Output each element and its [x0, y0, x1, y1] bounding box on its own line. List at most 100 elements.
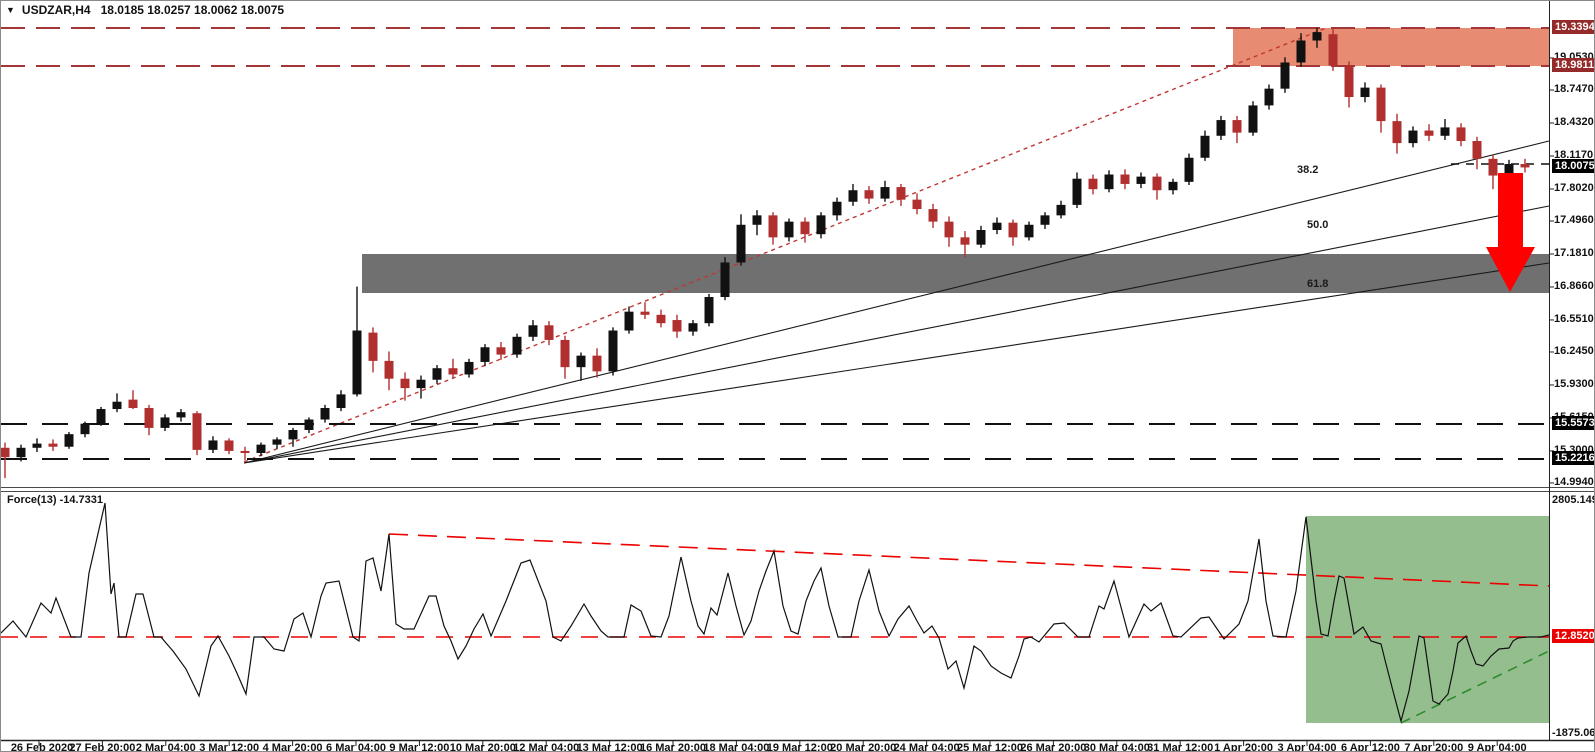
candle-body	[64, 434, 74, 447]
fib-fan-line-50[interactable]	[243, 205, 1550, 464]
candle-body	[1328, 34, 1338, 66]
candle-body	[288, 429, 298, 440]
candle-body	[656, 314, 666, 324]
price-callout: 15.2216	[1552, 451, 1594, 466]
target-zone-rect[interactable]	[362, 254, 1549, 293]
candle-body	[1424, 130, 1434, 136]
candle-body	[672, 320, 682, 332]
candle-body	[144, 407, 154, 428]
candle-body	[1312, 32, 1322, 41]
candle-body	[752, 215, 762, 225]
candle-body	[992, 222, 1002, 231]
candle-body	[1488, 158, 1498, 176]
candle-body	[1136, 176, 1146, 184]
candle-body	[688, 323, 698, 332]
candle-body	[1168, 181, 1178, 191]
candle-body	[1392, 121, 1402, 144]
fib-level-label: 38.2	[1297, 164, 1319, 176]
candle-body	[640, 311, 650, 315]
force-support-line[interactable]	[1400, 650, 1550, 724]
candle-body	[896, 187, 906, 200]
candle-body	[1440, 127, 1450, 136]
candle-body	[832, 201, 842, 216]
fib-fan-line-38.2[interactable]	[243, 140, 1550, 464]
date-tick-label: 4 Mar 20:00	[262, 742, 323, 752]
force-axis-min-label: -1875.0685	[1552, 727, 1595, 739]
candle-body	[1520, 164, 1530, 168]
candle-body	[368, 332, 378, 361]
candle-body	[464, 361, 474, 375]
candle-body	[944, 221, 954, 238]
candle-body	[416, 379, 426, 389]
candle-body	[320, 407, 330, 420]
force-index-line	[1, 502, 1550, 724]
chart-dropdown-icon[interactable]: ▼	[6, 5, 15, 15]
date-tick-label: 19 Mar 12:00	[766, 742, 833, 752]
candle-body	[304, 419, 314, 430]
sell-arrow-icon[interactable]	[1486, 173, 1535, 292]
candle-body	[720, 262, 730, 298]
price-tick-label: 17.8020	[1554, 181, 1594, 194]
candle-body	[928, 209, 938, 222]
force-zero-callout: 12.8520	[1552, 629, 1594, 643]
candle-body	[1296, 40, 1306, 63]
candle-body	[1104, 174, 1114, 190]
candle-body	[256, 444, 266, 454]
indicator-name-label: Force(13) -14.7331	[7, 494, 103, 506]
date-tick-label: 18 Mar 04:00	[703, 742, 770, 752]
candle-body	[160, 417, 170, 428]
candle-body	[128, 399, 138, 408]
candle-body	[32, 443, 42, 448]
date-tick-label: 31 Mar 12:00	[1147, 742, 1214, 752]
candle-body	[608, 330, 618, 372]
candle-body	[1024, 224, 1034, 238]
candle-body	[1472, 141, 1482, 159]
candle-body	[1280, 62, 1290, 89]
candle-body	[784, 221, 794, 238]
candle-body	[176, 412, 186, 418]
fib-fan-line-61.8[interactable]	[243, 262, 1550, 464]
candle-body	[624, 311, 634, 331]
candle-body	[384, 360, 394, 379]
candle-body	[1408, 130, 1418, 144]
candle-body	[1008, 222, 1018, 238]
price-tick-label: 17.4960	[1554, 214, 1594, 226]
date-tick-label: 27 Feb 20:00	[69, 742, 136, 752]
candle-body	[1232, 120, 1242, 133]
candle-body	[1248, 105, 1258, 133]
candle-body	[352, 330, 362, 395]
date-tick-label: 12 Mar 04:00	[513, 742, 580, 752]
date-tick-label: 6 Mar 04:00	[326, 742, 386, 752]
candle-body	[976, 230, 986, 245]
price-tick-label: 17.1810	[1554, 246, 1594, 259]
uptrend-dotted-line[interactable]	[243, 27, 1327, 463]
date-tick-label: 10 Mar 20:00	[449, 742, 516, 752]
candle-body	[704, 297, 714, 324]
fib-level-label: 61.8	[1307, 278, 1329, 290]
resistance-zone-rect[interactable]	[1233, 28, 1549, 66]
candle-body	[112, 401, 122, 410]
candle-body	[192, 413, 202, 450]
date-tick-label: 6 Apr 12:00	[1340, 742, 1400, 752]
candle-body	[432, 368, 442, 380]
force-divergence-line[interactable]	[388, 533, 1550, 587]
candle-body	[80, 423, 90, 435]
candle-body	[960, 237, 970, 245]
candle-body	[48, 443, 58, 447]
price-tick-label: 16.8660	[1554, 279, 1594, 292]
fib-level-label: 50.0	[1307, 219, 1329, 231]
price-tick-label: 14.9940	[1554, 475, 1594, 488]
candle-body	[1200, 135, 1210, 158]
candle-body	[1, 447, 10, 458]
date-tick-label: 30 Mar 04:00	[1083, 742, 1150, 752]
candle-body	[1216, 120, 1226, 136]
date-tick-label: 3 Mar 12:00	[199, 742, 260, 752]
price-callout: 18.9811	[1552, 57, 1594, 72]
candle-body	[1088, 178, 1098, 190]
force-highlight-zone-rect[interactable]	[1306, 516, 1549, 723]
date-tick-label: 7 Apr 20:00	[1404, 742, 1464, 752]
candle-body	[1056, 204, 1066, 216]
candle-body	[544, 325, 554, 340]
